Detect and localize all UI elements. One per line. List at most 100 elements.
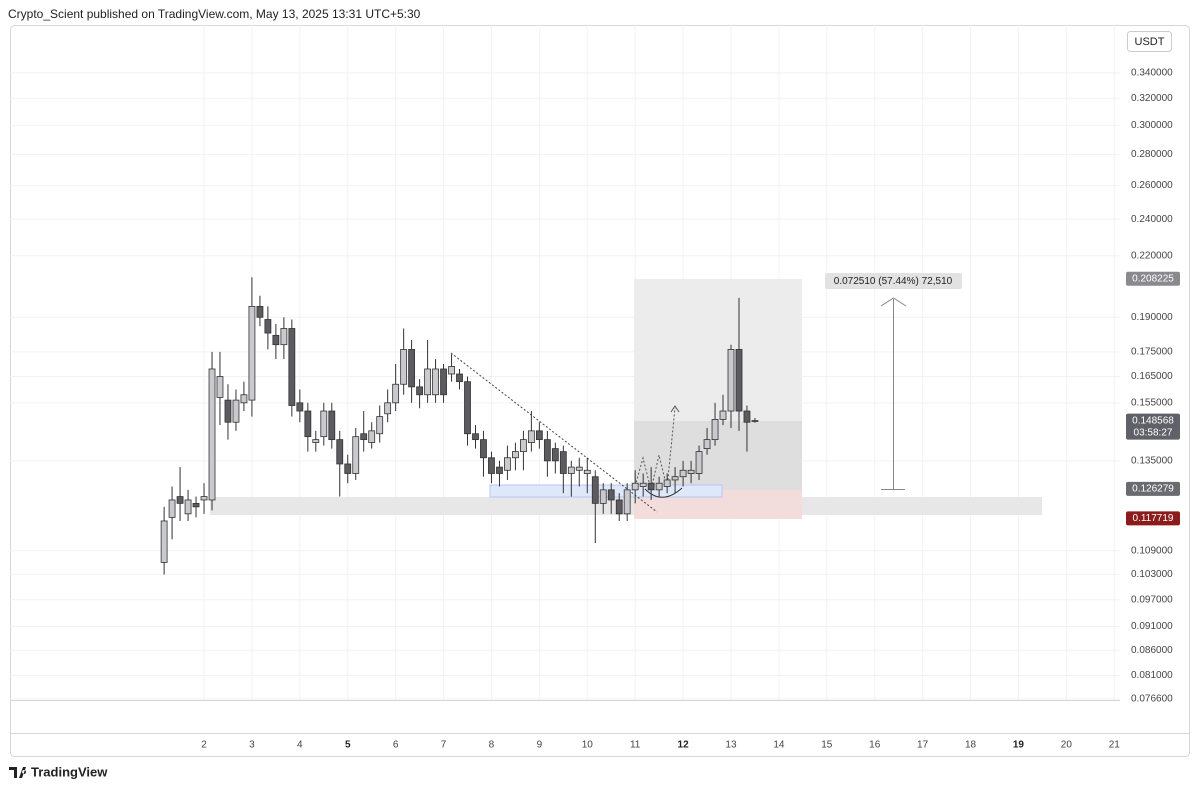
rounded-bottom: [644, 487, 683, 498]
candle-body: [543, 439, 551, 462]
candle-body: [512, 451, 519, 459]
candle-body: [575, 466, 583, 471]
x-tick-label: 12: [678, 740, 690, 751]
price-label: 0.148568: [1132, 415, 1174, 426]
y-tick-label: 0.220000: [1131, 250, 1173, 261]
x-tick-label: 10: [582, 740, 594, 751]
y-tick-label: 0.320000: [1131, 93, 1173, 104]
candle-body: [336, 439, 344, 465]
x-tick-label: 18: [965, 740, 977, 751]
y-tick-label: 0.081000: [1131, 670, 1173, 681]
price-label-box: [1126, 413, 1180, 440]
candle-body: [711, 418, 719, 441]
candle-body: [695, 451, 703, 474]
measure-arrow: [880, 297, 907, 307]
measure-label-box: [825, 273, 962, 289]
projection-path: [633, 407, 676, 491]
candle-body: [671, 476, 679, 481]
y-tick-label: 0.091000: [1131, 621, 1173, 632]
x-tick-label: 2: [201, 740, 207, 751]
candle-body: [655, 482, 663, 491]
candle-body: [567, 466, 575, 474]
candle-body: [240, 394, 248, 404]
candle-body: [304, 410, 312, 438]
candle-body: [272, 334, 280, 346]
x-tick-label: 13: [725, 740, 737, 751]
candle-body: [647, 482, 655, 491]
x-tick-label: 19: [1013, 740, 1025, 751]
x-tick-label: 11: [630, 740, 641, 751]
candle-body: [192, 502, 200, 508]
x-tick-label: 4: [297, 740, 303, 751]
x-tick-label: 8: [489, 740, 495, 751]
candle-body: [432, 368, 439, 396]
candle-body: [679, 469, 687, 478]
candle-body: [583, 469, 591, 474]
candle-body: [448, 366, 455, 375]
candle-body: [631, 482, 639, 491]
axes: USDT 0.340000 0.320000 0.300000 0.280000 0.2…: [201, 31, 1180, 751]
candle-body: [328, 410, 336, 441]
candle-body: [344, 463, 352, 474]
candle-body: [751, 420, 759, 422]
x-tick-label: 5: [345, 740, 351, 751]
x-tick-label: 3: [249, 740, 255, 751]
candle-body: [248, 305, 256, 401]
y-tick-label: 0.340000: [1131, 67, 1173, 78]
price-label-box: [1126, 271, 1180, 286]
x-tick-label: 17: [917, 740, 929, 751]
candle-body: [663, 479, 671, 487]
candle-body: [312, 439, 320, 443]
candle-body: [416, 386, 424, 396]
candle-body: [320, 410, 328, 438]
x-tick-label: 20: [1061, 740, 1073, 751]
x-tick-label: 21: [1109, 740, 1121, 751]
candle-body: [535, 430, 543, 441]
price-label: 0.126279: [1132, 484, 1174, 495]
footer-brand: TradingView: [31, 764, 108, 779]
candle-body: [256, 305, 264, 318]
y-tick-label: 0.240000: [1131, 214, 1173, 225]
candle-body: [639, 482, 647, 487]
price-label: 0.208225: [1132, 273, 1174, 284]
header: Crypto_Scient published on TradingView.c…: [8, 7, 421, 21]
candles: [160, 277, 759, 575]
y-tick-label: 0.280000: [1131, 149, 1173, 160]
candle-body: [743, 410, 751, 423]
candle-body: [591, 476, 599, 504]
candle-body: [424, 368, 432, 396]
countdown: 03:58:27: [1134, 427, 1173, 438]
price-label-box: [1126, 481, 1180, 496]
candle-body: [496, 466, 503, 474]
candle-body: [472, 433, 479, 441]
candle-body: [288, 328, 296, 406]
y-tick-label: 0.097000: [1131, 594, 1173, 605]
candle-body: [376, 416, 384, 435]
candle-body: [224, 399, 232, 423]
candle-body: [296, 402, 304, 412]
candle-body: [703, 439, 711, 449]
candle-body: [464, 381, 471, 435]
x-tick-label: 7: [441, 740, 447, 751]
logo: TradingView: [9, 764, 108, 779]
x-tick-label: 9: [537, 740, 543, 751]
y-tick-label: 0.086000: [1131, 645, 1173, 656]
currency-box[interactable]: [1127, 31, 1172, 52]
y-tick-label: 0.103000: [1131, 569, 1173, 580]
candle-body: [384, 402, 392, 415]
candle-body: [368, 430, 376, 443]
candle-body: [559, 451, 567, 474]
candle-body: [208, 368, 216, 501]
candle-body: [408, 349, 416, 388]
x-tick-label: 16: [869, 740, 881, 751]
candle-body: [392, 383, 400, 404]
target-zone: [634, 279, 802, 421]
candle-body: [719, 410, 727, 420]
candle-body: [480, 439, 487, 459]
candle-body: [527, 430, 535, 443]
candle-body: [264, 319, 272, 334]
trendline: [450, 352, 658, 513]
candle-body: [735, 349, 743, 412]
